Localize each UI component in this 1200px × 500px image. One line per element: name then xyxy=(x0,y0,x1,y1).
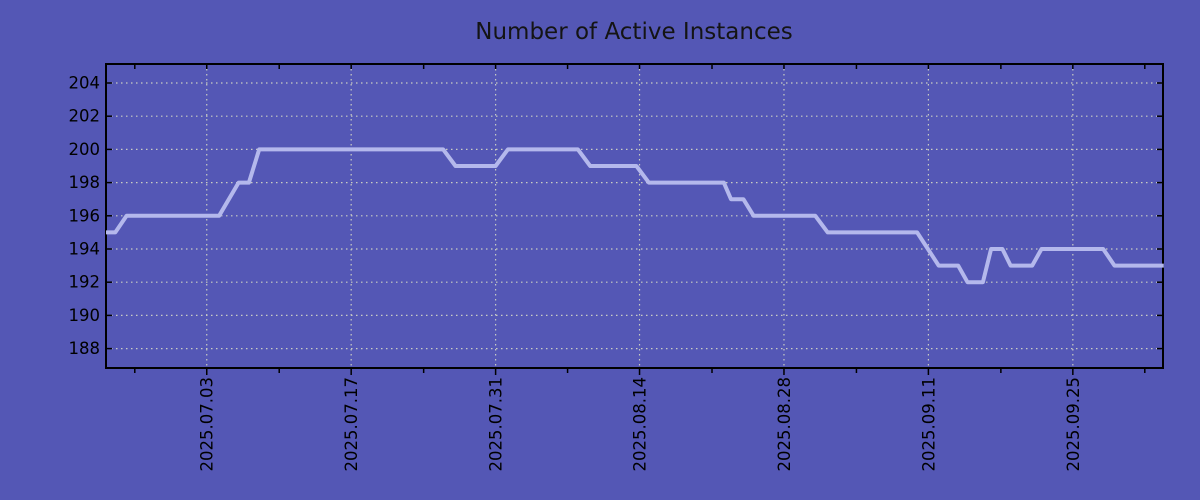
data-series-line xyxy=(106,147,1164,285)
x-axis-tick-label: 2025.08.14 xyxy=(631,377,650,471)
y-axis-tick-label: 204 xyxy=(69,74,101,93)
y-axis-tick-label: 188 xyxy=(69,339,101,358)
y-axis-tick-label: 196 xyxy=(69,206,101,225)
x-axis-tick-label: 2025.08.28 xyxy=(775,377,794,471)
y-axis-tick-label: 200 xyxy=(69,140,101,159)
y-axis-tick-label: 198 xyxy=(69,173,101,192)
x-axis-tick-label: 2025.07.31 xyxy=(487,377,506,471)
chart-title: Number of Active Instances xyxy=(475,19,792,45)
x-axis-tick-label: 2025.07.17 xyxy=(342,377,361,471)
x-axis-tick-label: 2025.09.11 xyxy=(919,377,938,471)
y-axis-tick-label: 192 xyxy=(69,273,101,292)
y-axis-tick-label: 190 xyxy=(69,306,101,325)
y-axis-tick-label: 202 xyxy=(69,107,101,126)
x-axis-tick-label: 2025.09.25 xyxy=(1064,377,1083,471)
x-axis-tick-label: 2025.07.03 xyxy=(198,377,217,471)
y-axis-tick-label: 194 xyxy=(69,240,101,259)
